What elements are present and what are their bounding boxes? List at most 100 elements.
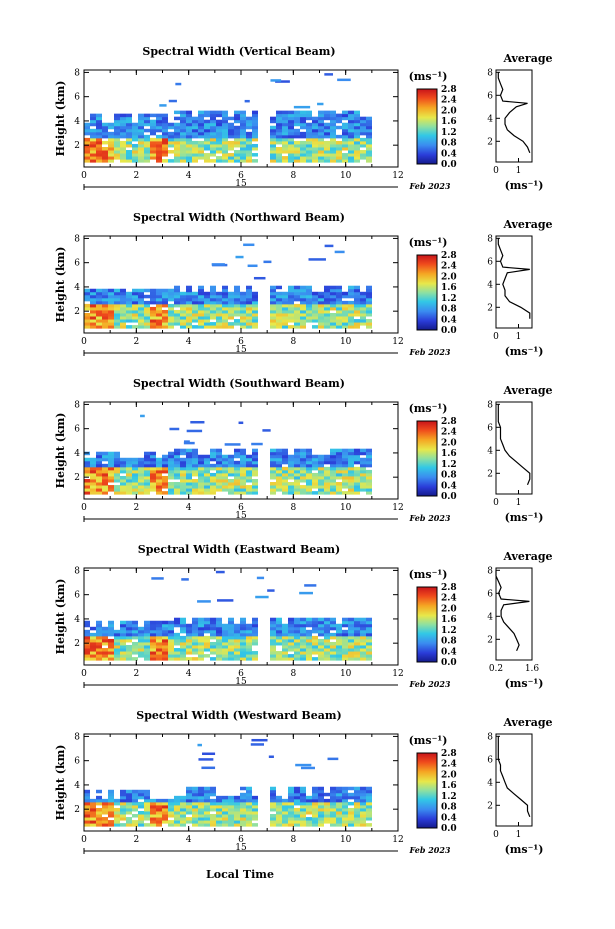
heatmap-cell bbox=[186, 116, 192, 121]
heatmap-cell bbox=[168, 810, 174, 815]
panel-title: Spectral Width (Northward Beam) bbox=[133, 211, 345, 224]
colorbar-tick-label: 2.4 bbox=[441, 594, 457, 604]
heatmap-cell bbox=[318, 789, 324, 794]
heatmap-cell bbox=[210, 648, 216, 652]
heatmap-cell bbox=[84, 291, 90, 296]
heatmap-cell bbox=[360, 820, 366, 824]
heatmap-cell bbox=[120, 131, 126, 136]
heatmap-cell bbox=[144, 288, 150, 293]
heatmap-cell bbox=[222, 146, 228, 151]
heatmap-cell bbox=[186, 429, 203, 433]
heatmap-cell bbox=[360, 140, 366, 145]
heatmap-cell bbox=[234, 482, 240, 486]
heatmap-cell bbox=[366, 463, 372, 468]
heatmap-cell bbox=[222, 626, 228, 631]
heatmap-cell bbox=[336, 113, 342, 118]
average-y-tick-label: 8 bbox=[487, 234, 493, 244]
heatmap-cell bbox=[96, 491, 102, 495]
heatmap-cell bbox=[168, 457, 174, 462]
heatmap-cell bbox=[84, 137, 90, 142]
heatmap-cell bbox=[252, 312, 258, 317]
heatmap-cell bbox=[138, 626, 144, 631]
heatmap-cell bbox=[270, 817, 276, 821]
heatmap-cell bbox=[114, 312, 120, 317]
heatmap-cell bbox=[126, 137, 132, 142]
heatmap-cell bbox=[150, 156, 156, 160]
heatmap-cell bbox=[90, 638, 96, 643]
heatmap-cell bbox=[336, 654, 342, 658]
heatmap-cell bbox=[252, 457, 258, 462]
heatmap-cell bbox=[120, 792, 126, 797]
heatmap-cell bbox=[235, 255, 244, 259]
heatmap-cell bbox=[282, 804, 288, 809]
heatmap-cell bbox=[306, 475, 312, 480]
heatmap-cell bbox=[288, 150, 294, 154]
heatmap-cell bbox=[198, 648, 204, 652]
heatmap-cell bbox=[366, 143, 372, 148]
heatmap-cell bbox=[168, 303, 174, 308]
heatmap-cell bbox=[306, 491, 312, 495]
heatmap-cell bbox=[354, 159, 360, 163]
heatmap-cell bbox=[120, 322, 126, 326]
heatmap-cell bbox=[318, 654, 324, 658]
heatmap-cell bbox=[204, 801, 210, 806]
heatmap-cell bbox=[144, 823, 150, 827]
heatmap-cell bbox=[156, 316, 162, 320]
heatmap-cell bbox=[198, 119, 204, 124]
heatmap-cell bbox=[318, 316, 324, 320]
heatmap-cell bbox=[348, 466, 354, 471]
heatmap-cell bbox=[192, 823, 198, 827]
heatmap-cell bbox=[120, 312, 126, 317]
heatmap-cell bbox=[144, 294, 150, 299]
heatmap-cell bbox=[366, 125, 372, 130]
heatmap-cell bbox=[354, 113, 360, 118]
heatmap-cell bbox=[138, 303, 144, 308]
heatmap-cell bbox=[276, 156, 282, 160]
heatmap-cell bbox=[90, 150, 96, 154]
heatmap-cell bbox=[300, 766, 315, 770]
heatmap-cell bbox=[366, 635, 372, 640]
heatmap-cell bbox=[144, 128, 150, 133]
heatmap-cell bbox=[276, 448, 282, 453]
heatmap-cell bbox=[156, 134, 162, 139]
heatmap-cell bbox=[144, 137, 150, 142]
heatmap-cell bbox=[198, 632, 204, 637]
heatmap-cell bbox=[192, 122, 198, 127]
heatmap-cell bbox=[348, 128, 354, 133]
heatmap-cell bbox=[156, 146, 162, 151]
heatmap-cell bbox=[210, 297, 216, 302]
colorbar-tick-label: 2.0 bbox=[441, 770, 457, 780]
heatmap-cell bbox=[294, 306, 300, 311]
heatmap-cell bbox=[156, 482, 162, 486]
heatmap-cell bbox=[336, 463, 342, 468]
heatmap-cell bbox=[84, 651, 90, 655]
heatmap-cell bbox=[198, 322, 204, 326]
heatmap-cell bbox=[270, 635, 276, 640]
heatmap-cell bbox=[216, 460, 222, 465]
heatmap-cell bbox=[120, 475, 126, 480]
heatmap-cell bbox=[114, 478, 120, 483]
heatmap-cell bbox=[366, 128, 372, 133]
heatmap-cell bbox=[366, 291, 372, 296]
average-y-tick-label: 4 bbox=[487, 446, 493, 456]
heatmap-cell bbox=[222, 303, 228, 308]
heatmap-cell bbox=[276, 795, 282, 800]
heatmap-cell bbox=[90, 457, 96, 462]
heatmap-cell bbox=[144, 817, 150, 821]
heatmap-cell bbox=[342, 657, 348, 661]
heatmap-cell bbox=[90, 654, 96, 658]
heatmap-cell bbox=[330, 319, 336, 323]
heatmap-cell bbox=[318, 644, 324, 649]
heatmap-cell bbox=[252, 448, 258, 453]
heatmap-cell bbox=[330, 807, 336, 812]
heatmap-cell bbox=[150, 312, 156, 317]
heatmap-cell bbox=[138, 629, 144, 634]
heatmap-cell bbox=[252, 454, 258, 459]
colorbar-tick-label: 1.6 bbox=[441, 615, 457, 625]
heatmap-cell bbox=[144, 451, 150, 456]
date-label: Feb 2023 bbox=[409, 513, 451, 523]
heatmap-cell bbox=[138, 475, 144, 480]
heatmap-cell bbox=[180, 457, 186, 462]
heatmap-cell bbox=[96, 288, 102, 293]
heatmap-cell bbox=[192, 792, 198, 797]
